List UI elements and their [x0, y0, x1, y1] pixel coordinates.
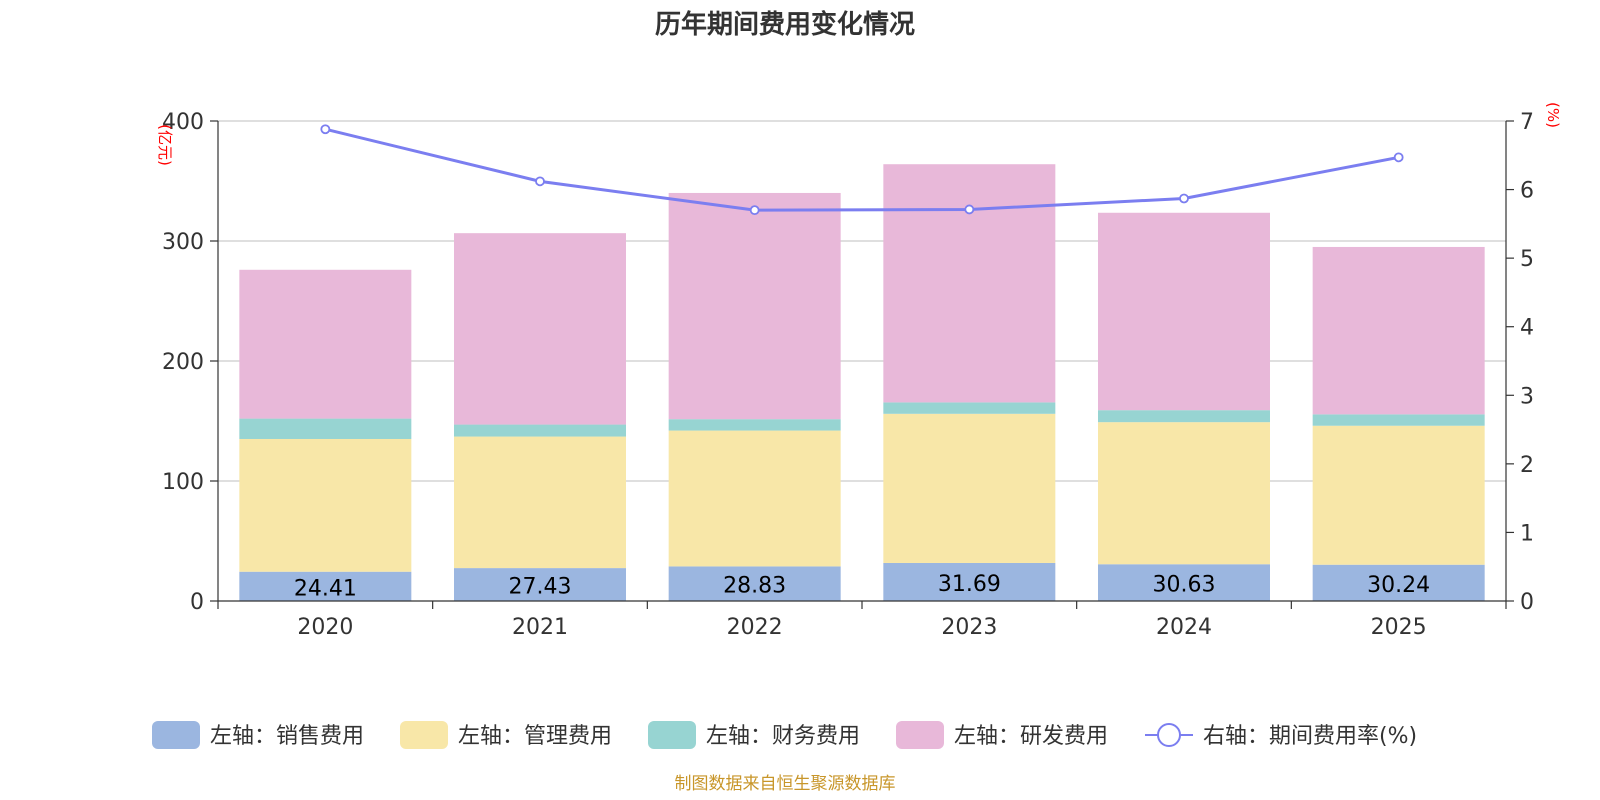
rate-point [535, 176, 545, 187]
legend-label: 左轴：管理费用 [458, 724, 612, 749]
right-tick-label: 2 [1520, 453, 1534, 478]
bar-1-2021 [454, 568, 626, 601]
right-tick-label: 6 [1520, 179, 1534, 204]
x-tick-label: 2023 [941, 615, 997, 640]
bar-3-2024 [1098, 410, 1270, 423]
bar-2-2020 [239, 438, 412, 572]
rate-polyline [324, 127, 1399, 212]
x-tick-label: 2025 [1371, 615, 1427, 640]
legend: 左轴：销售费用 左轴：管理费用 左轴：财务费用 左轴：研发费用 右轴：期间费用率(%) [152, 721, 1417, 749]
chart-title: 历年期间费用变化情况 [655, 9, 915, 40]
x-tick-label: 2021 [512, 615, 568, 640]
bar-4-2021 [454, 233, 626, 425]
left-tick-label: 400 [162, 110, 204, 135]
x-tick-label: 2022 [727, 615, 783, 640]
left-tick-label: 200 [162, 350, 204, 375]
left-axis-unit: (亿元) [156, 124, 174, 166]
bar-4-2024 [1098, 212, 1270, 411]
data-label: 28.83 [723, 574, 786, 599]
bar-2-2023 [883, 413, 1056, 563]
rate-point [749, 205, 760, 216]
bar-2-2024 [1098, 422, 1270, 565]
data-label: 30.24 [1367, 573, 1430, 598]
legend-swatch-4 [896, 721, 944, 749]
bar-4-2025 [1312, 246, 1485, 415]
legend-swatch-3 [648, 721, 696, 749]
right-tick-label: 0 [1520, 590, 1534, 615]
bar-1-2024 [1098, 564, 1270, 601]
bar-3-2022 [668, 419, 841, 431]
legend-swatch-2 [400, 721, 448, 749]
legend-label: 左轴：研发费用 [954, 724, 1108, 749]
rate-point [1393, 152, 1404, 163]
bar-4-2022 [668, 192, 841, 420]
legend-label: 右轴：期间费用率(%) [1203, 724, 1417, 749]
legend-label: 左轴：财务费用 [706, 724, 860, 749]
right-tick-label: 5 [1520, 247, 1534, 272]
legend-label: 左轴：销售费用 [210, 724, 364, 749]
bar-3-2025 [1312, 414, 1485, 426]
right-tick-label: 1 [1520, 521, 1534, 546]
bar-2-2022 [668, 430, 841, 567]
data-label: 24.41 [294, 576, 357, 601]
right-tick-label: 7 [1520, 110, 1534, 135]
x-tick-label: 2024 [1156, 615, 1212, 640]
source-note: 制图数据来自恒生聚源数据库 [675, 774, 896, 794]
x-tick-label: 2020 [297, 615, 353, 640]
rate-line [320, 124, 1404, 216]
bar-1-2020 [239, 571, 412, 601]
left-tick-label: 0 [190, 590, 204, 615]
bars: 24.41 27.43 28.83 31.69 30.63 30.24 [239, 164, 1485, 601]
right-tick-label: 4 [1520, 316, 1534, 341]
bar-3-2020 [239, 418, 412, 439]
left-tick-label: 300 [162, 230, 204, 255]
bar-1-2025 [1312, 564, 1485, 601]
left-tick-label: 100 [162, 470, 204, 495]
gridlines [218, 120, 1506, 482]
bar-4-2020 [239, 269, 412, 419]
legend-line-marker [1157, 723, 1181, 747]
bar-2-2025 [1312, 425, 1485, 565]
data-label: 27.43 [509, 575, 572, 600]
right-tick-label: 3 [1520, 384, 1534, 409]
axes: 0 100 200 300 400 0 1 2 3 4 5 6 7 2020 2021 2022 2023 202… [162, 110, 1534, 640]
legend-swatch-1 [152, 721, 200, 749]
bar-1-2022 [668, 566, 841, 601]
rate-point [320, 124, 331, 135]
right-axis-unit: (%) [1544, 102, 1562, 128]
bar-3-2021 [454, 424, 626, 437]
bar-3-2023 [883, 402, 1056, 414]
data-label: 30.63 [1153, 573, 1216, 598]
bar-2-2021 [454, 436, 626, 569]
bar-4-2023 [883, 164, 1056, 403]
data-label: 31.69 [938, 572, 1001, 597]
rate-point [964, 204, 975, 215]
bar-1-2023 [883, 562, 1056, 601]
rate-point [1179, 193, 1189, 204]
